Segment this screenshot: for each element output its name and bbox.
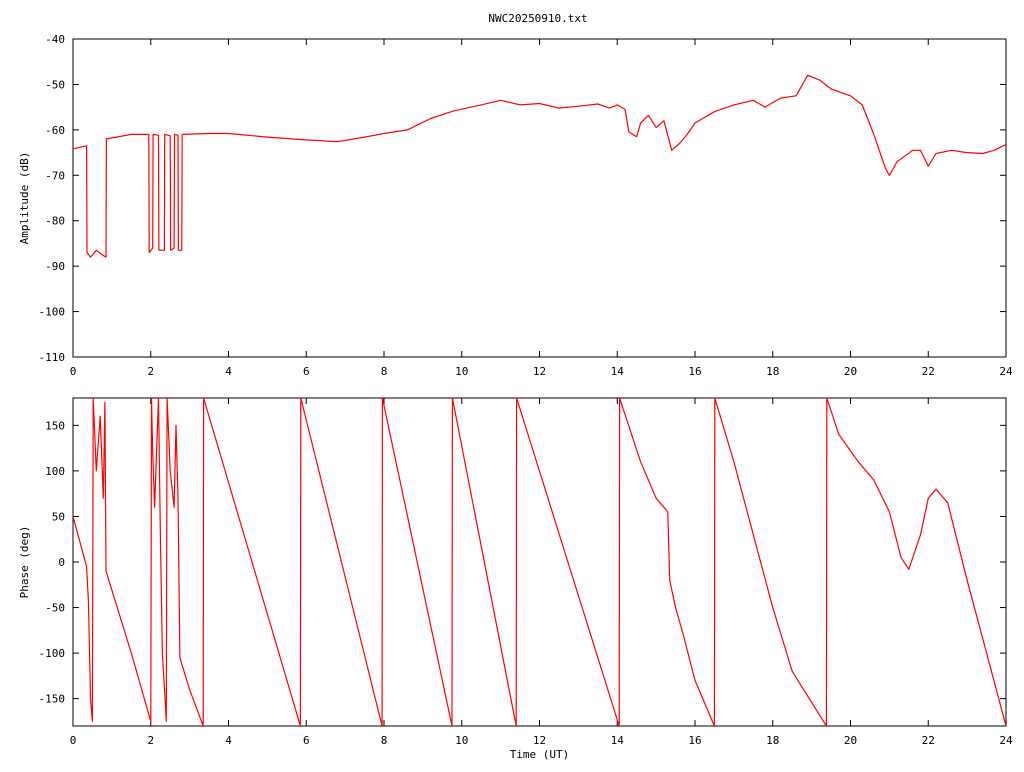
y-tick-label: -90 — [45, 260, 65, 273]
y-tick-label: -80 — [45, 215, 65, 228]
x-tick-label: 22 — [922, 734, 935, 747]
x-tick-label: 4 — [225, 365, 232, 378]
x-tick-label: 6 — [303, 365, 310, 378]
x-tick-label: 12 — [533, 734, 546, 747]
x-tick-label: 20 — [844, 734, 857, 747]
series-line-phase — [73, 398, 1006, 726]
x-tick-label: 4 — [225, 734, 232, 747]
x-tick-label: 18 — [766, 734, 779, 747]
y-tick-label: 50 — [52, 510, 65, 523]
y-tick-label: -150 — [39, 693, 66, 706]
y-axis-label: Phase (deg) — [18, 526, 31, 599]
chart-title: NWC20250910.txt — [488, 12, 587, 25]
x-tick-label: 14 — [611, 734, 625, 747]
y-tick-label: 150 — [45, 419, 65, 432]
x-tick-label: 6 — [303, 734, 310, 747]
x-tick-label: 8 — [381, 365, 388, 378]
x-tick-label: 0 — [70, 734, 77, 747]
x-tick-label: 12 — [533, 365, 546, 378]
y-tick-label: -100 — [39, 647, 66, 660]
x-tick-label: 2 — [147, 365, 154, 378]
x-tick-label: 8 — [381, 734, 388, 747]
y-tick-label: -40 — [45, 33, 65, 46]
y-tick-label: -100 — [39, 306, 66, 319]
x-tick-label: 16 — [688, 734, 701, 747]
chart-panel-1: 0 2 4 6 8 10 12 14 16 18 20 22 24-40-50-60-70-80-90-… — [18, 33, 1013, 378]
x-tick-label: 14 — [611, 365, 625, 378]
x-tick-label: 10 — [455, 734, 468, 747]
x-tick-label: 24 — [999, 734, 1013, 747]
x-tick-label: 18 — [766, 365, 779, 378]
x-axis-label: Time (UT) — [510, 748, 570, 761]
y-tick-label: -70 — [45, 169, 65, 182]
x-tick-label: 24 — [999, 365, 1013, 378]
y-tick-label: -50 — [45, 602, 65, 615]
x-tick-label: 20 — [844, 365, 857, 378]
x-tick-label: 16 — [688, 365, 701, 378]
y-tick-label: 0 — [58, 556, 65, 569]
y-tick-label: -60 — [45, 124, 65, 137]
y-tick-label: -110 — [39, 351, 66, 364]
series-line-amplitude — [73, 74, 1006, 258]
x-tick-label: 22 — [922, 365, 935, 378]
x-tick-label: 0 — [70, 365, 77, 378]
y-axis-label: Amplitude (dB) — [18, 152, 31, 245]
y-tick-label: -50 — [45, 78, 65, 91]
x-tick-label: 2 — [147, 734, 154, 747]
y-tick-label: 100 — [45, 465, 65, 478]
chart-panel-2: 0 2 4 6 8 10 12 14 16 18 20 22 24150100500-50-100-15… — [18, 397, 1013, 761]
x-tick-label: 10 — [455, 365, 468, 378]
